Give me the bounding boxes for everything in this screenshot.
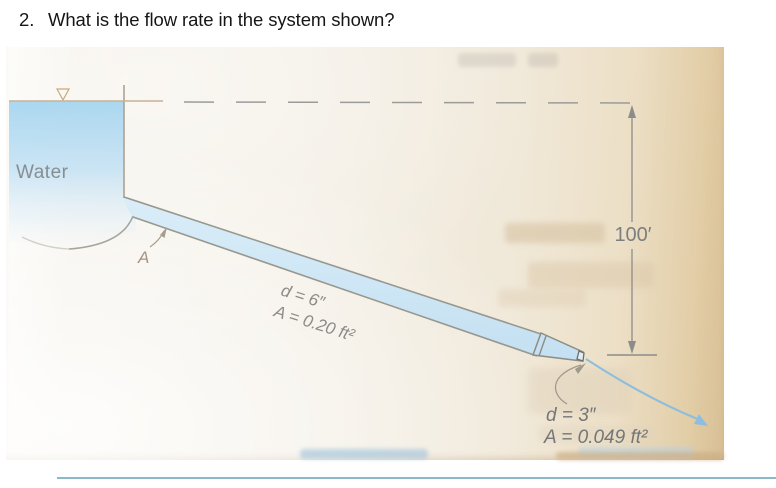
dimension-arrow-up — [628, 105, 636, 118]
water-label: Water — [16, 162, 69, 183]
pipe-bottom-edge — [132, 216, 538, 357]
datum-dashed-line — [183, 101, 631, 104]
dimension-arrow-down — [628, 341, 636, 354]
nozzle-cone — [531, 331, 584, 362]
question-text: What is the flow rate in the system show… — [48, 9, 395, 30]
water-surface-symbol — [55, 88, 71, 102]
nozzle-diameter-label: d = 3″ — [546, 405, 597, 426]
height-dimension: 100′ — [607, 105, 657, 356]
water-tank: Water — [9, 85, 163, 246]
inlet-fillet-arc — [68, 215, 134, 250]
nozzle-size-callout: d = 3″ A = 0.049 ft² — [543, 363, 648, 448]
question-header: 2. What is the flow rate in the system s… — [19, 9, 395, 31]
pipe-top-edge — [123, 196, 545, 336]
inlet-point-callout: A — [137, 227, 167, 267]
nozzle-leader-arrowhead — [575, 363, 586, 374]
water-jet — [585, 358, 708, 426]
section-divider-rule — [57, 477, 776, 479]
nozzle-base-line — [538, 335, 547, 357]
inlet-point-label: A — [137, 248, 149, 267]
inlet-leader-arrowhead — [160, 227, 167, 238]
nozzle-tip — [576, 350, 585, 362]
question-number: 2. — [19, 9, 35, 30]
pipe-fill — [124, 197, 541, 356]
tank-outlet-curve — [21, 236, 70, 250]
nozzle-leader-line — [554, 364, 582, 405]
jet-arrowhead — [694, 414, 708, 426]
scanned-figure — [6, 47, 724, 460]
nozzle — [531, 331, 585, 362]
height-dimension-label: 100′ — [614, 224, 651, 246]
supply-pipe — [21, 196, 545, 357]
nozzle-area-label: A = 0.049 ft² — [543, 427, 648, 448]
jet-trajectory — [585, 358, 701, 422]
water-fill — [9, 101, 136, 246]
